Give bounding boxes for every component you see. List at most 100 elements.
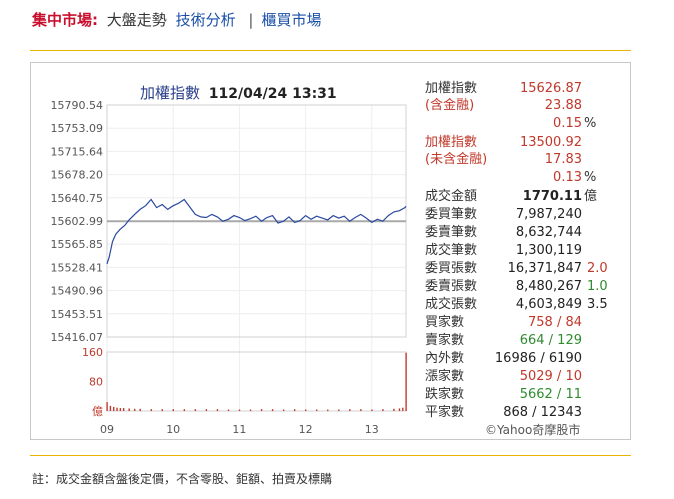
stat-value: 5029 / 10 — [519, 369, 582, 384]
x-tick-label: 10 — [166, 423, 180, 436]
stat-value: 4,603,849 — [515, 297, 582, 312]
stat-value: 16986 / 6190 — [494, 351, 582, 366]
volume-bar — [371, 409, 373, 411]
stat-value: 0.15 — [553, 116, 582, 131]
current-page-label: 大盤走勢 — [106, 11, 167, 29]
stat-ratio: 3.5 — [587, 297, 608, 312]
market-nav: 集中市場: 大盤走勢 技術分析 | 櫃買市場 — [32, 9, 321, 31]
stat-value: 758 / 84 — [528, 315, 582, 330]
y-tick-label: 15490.96 — [51, 285, 104, 298]
x-tick-label: 11 — [232, 423, 246, 436]
index-price-line — [106, 198, 407, 265]
volume-y-tick-label: 80 — [89, 376, 103, 389]
stat-label: 平家數 — [425, 405, 465, 420]
market-title: 集中市場 — [32, 11, 93, 29]
y-tick-label: 15753.09 — [51, 122, 104, 135]
volume-bar — [194, 409, 197, 411]
nav-separator: | — [248, 11, 254, 29]
volume-bar — [327, 409, 329, 411]
stat-label: (未含金融) — [425, 152, 488, 167]
stat-value: 8,480,267 — [515, 279, 582, 294]
pct-unit: % — [584, 116, 597, 131]
volume-bar — [216, 409, 219, 411]
chart-index-name: 加權指數 — [140, 84, 201, 102]
y-tick-label: 15602.99 — [51, 215, 104, 228]
stat-label: 成交金額 — [425, 189, 478, 204]
volume-bar — [282, 409, 285, 411]
otc-market-link[interactable]: 櫃買市場 — [261, 11, 322, 29]
stat-value: 868 / 12343 — [503, 405, 582, 420]
pct-unit: % — [584, 170, 597, 185]
stat-label: 加權指數 — [425, 81, 478, 96]
stat-label: 成交筆數 — [425, 243, 478, 258]
volume-bar — [260, 409, 263, 411]
volume-bar — [238, 409, 241, 411]
stat-value: 23.88 — [544, 98, 582, 113]
chart-datetime: 112/04/24 13:31 — [208, 86, 337, 102]
volume-bar — [150, 409, 152, 411]
x-tick-label: 13 — [365, 423, 379, 436]
volume-bar — [271, 409, 274, 411]
stat-value: 8,632,744 — [515, 225, 582, 240]
volume-plot-frame — [106, 351, 407, 412]
y-tick-label: 15715.64 — [51, 145, 104, 158]
volume-bar — [405, 352, 407, 411]
stat-label: 賣家數 — [425, 333, 465, 348]
x-tick-label: 09 — [100, 423, 114, 436]
stat-value: 17.83 — [544, 152, 582, 167]
stat-label: 內外數 — [425, 351, 465, 366]
volume-bar — [393, 408, 395, 411]
y-tick-label: 15640.75 — [51, 192, 104, 205]
stat-label: (含金融) — [425, 98, 475, 113]
volume-bar — [293, 409, 296, 411]
volume-bar — [183, 409, 186, 411]
stat-label: 委買筆數 — [425, 207, 478, 222]
volume-bar — [338, 409, 340, 411]
volume-bar — [172, 409, 174, 411]
y-tick-label: 15790.54 — [51, 99, 104, 112]
stat-label: 漲家數 — [425, 369, 465, 384]
stat-label: 跌家數 — [425, 387, 465, 402]
stat-ratio: 1.0 — [587, 279, 608, 294]
volume-bar — [161, 409, 163, 411]
technical-analysis-link[interactable]: 技術分析 — [175, 11, 236, 29]
volume-bar — [227, 409, 230, 411]
y-tick-label: 15453.51 — [51, 308, 104, 321]
volume-bar — [382, 409, 384, 411]
y-tick-label: 15678.20 — [51, 169, 104, 182]
stat-value: 5662 / 11 — [519, 387, 582, 402]
volume-bar — [109, 405, 112, 411]
y-tick-label: 15565.85 — [51, 238, 104, 251]
quote-panel — [30, 62, 631, 440]
stat-value: 16,371,847 — [507, 261, 582, 276]
volume-bar — [133, 408, 136, 411]
volume-bar — [360, 409, 362, 411]
volume-bar — [249, 409, 252, 411]
stat-label: 委賣張數 — [425, 279, 478, 294]
turnover-unit: 億 — [584, 189, 598, 204]
y-tick-label: 15416.07 — [51, 331, 104, 344]
volume-bar — [349, 409, 351, 411]
chart-title: 加權指數 112/04/24 13:31 — [140, 82, 337, 103]
volume-bar — [402, 407, 404, 411]
stat-ratio: 2.0 — [587, 261, 608, 276]
stat-label: 成交張數 — [425, 297, 478, 312]
stat-value: 664 / 129 — [519, 333, 582, 348]
stat-label: 委買張數 — [425, 261, 478, 276]
stat-label: 買家數 — [425, 315, 465, 330]
volume-bar — [119, 408, 122, 411]
market-colon: : — [92, 11, 99, 29]
stat-value: 1770.11 — [522, 189, 582, 204]
bottom-divider — [30, 455, 631, 456]
top-divider — [30, 50, 631, 51]
stat-label: 委賣筆數 — [425, 225, 478, 240]
x-tick-label: 12 — [299, 423, 313, 436]
stat-value: 0.13 — [553, 170, 582, 185]
volume-bar — [128, 408, 130, 411]
volume-bar — [116, 407, 118, 411]
volume-bar — [139, 408, 141, 411]
volume-bar — [122, 408, 125, 411]
y-tick-label: 15528.41 — [51, 261, 104, 274]
stat-value: 1,300,119 — [515, 243, 582, 258]
